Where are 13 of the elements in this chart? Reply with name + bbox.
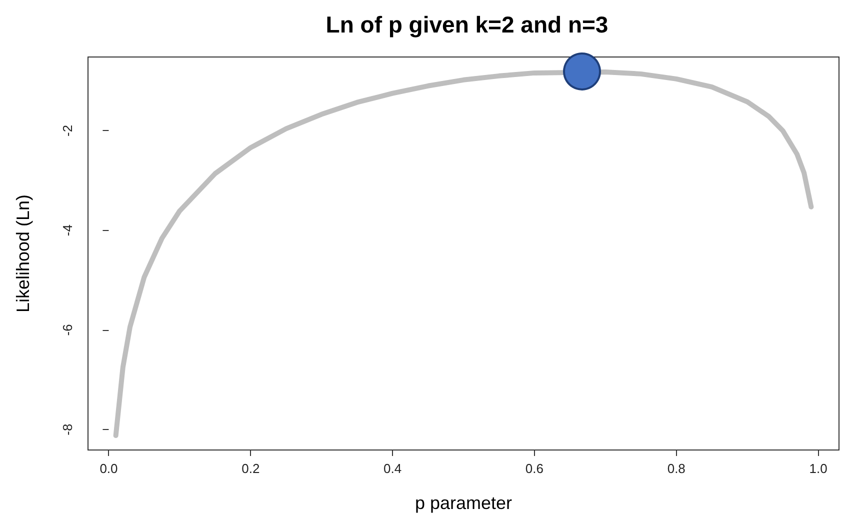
y-tick-label: -6 — [60, 324, 75, 336]
chart-title: Ln of p given k=2 and n=3 — [326, 12, 608, 38]
x-tick-label: 0.2 — [242, 461, 260, 476]
y-tick-label: -8 — [60, 424, 75, 436]
y-tick-label: -2 — [60, 124, 75, 136]
y-axis-title: Likelihood (Ln) — [13, 194, 33, 313]
x-axis-title: p parameter — [414, 493, 512, 513]
x-tick-label: 0.4 — [384, 461, 402, 476]
x-tick-label: 0.6 — [525, 461, 544, 476]
x-tick-label: 1.0 — [809, 461, 828, 476]
x-tick-label: 0.0 — [100, 461, 118, 476]
y-tick-label: -4 — [60, 224, 75, 236]
x-tick-label: 0.8 — [667, 461, 686, 476]
